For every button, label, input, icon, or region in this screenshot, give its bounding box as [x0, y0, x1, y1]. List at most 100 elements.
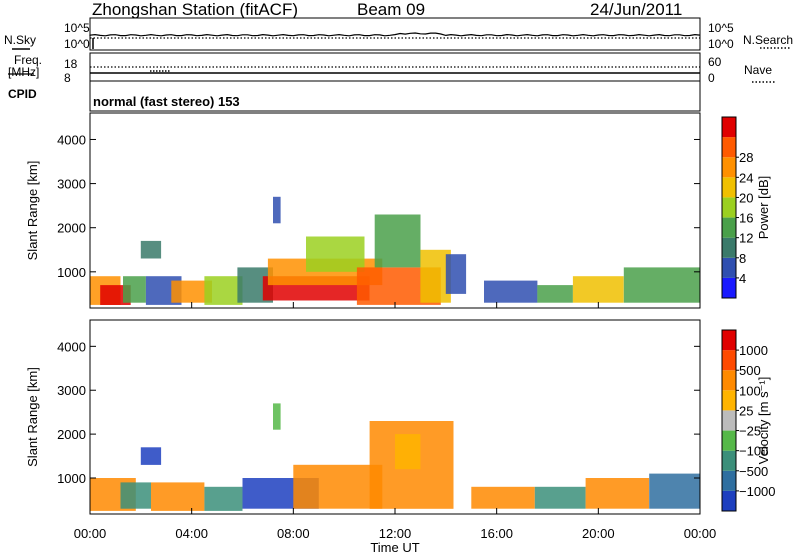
velocity-colorbar-swatch-5: [722, 390, 736, 411]
velocity-colorbar-label-1: 500: [739, 363, 761, 378]
power-ytick-label-3: 4000: [57, 132, 86, 147]
power-data-group: [90, 196, 701, 305]
power-band-11: [306, 236, 365, 272]
power-band-15: [445, 254, 467, 294]
velocity-colorbar-swatch-0: [722, 490, 736, 511]
xtick-label-6: 00:00: [684, 526, 717, 541]
power-colorbar-label-5: 24: [739, 170, 753, 185]
power-band-6: [204, 276, 243, 305]
xtick-label-2: 08:00: [277, 526, 310, 541]
xtick-label-4: 16:00: [480, 526, 513, 541]
power-ytick-label-0: 1000: [57, 265, 86, 280]
power-ylabel: Slant Range [km]: [25, 161, 40, 261]
xtick-label-0: 00:00: [74, 526, 107, 541]
date-label: 24/Jun/2011: [590, 0, 683, 19]
velocity-colorbar-swatch-3: [722, 430, 736, 451]
power-colorbar-frame: [721, 116, 737, 299]
velocity-band-1: [120, 482, 151, 509]
velocity-colorbar-swatch-2: [722, 450, 736, 471]
nsearch-tick-bottom: 10^0: [708, 37, 734, 51]
xtick-label-1: 04:00: [175, 526, 208, 541]
velocity-band-10: [471, 486, 535, 509]
nave-tick-bottom: 0: [708, 71, 715, 85]
power-band-18: [572, 276, 624, 303]
power-colorbar-title: Power [dB]: [756, 176, 771, 240]
velocity-ytick-label-3: 4000: [57, 339, 86, 354]
nsky-tick-bottom: 10^0: [64, 37, 90, 51]
station-title: Zhongshan Station (fitACF): [92, 0, 298, 19]
power-colorbar-swatch-0: [722, 277, 736, 298]
power-colorbar-label-0: 4: [739, 271, 746, 286]
power-ytick-label-2: 3000: [57, 177, 86, 192]
velocity-colorbar-swatch-8: [722, 330, 736, 351]
power-band-3: [140, 240, 162, 259]
velocity-band-13: [649, 473, 700, 509]
power-colorbar-swatch-8: [722, 117, 736, 138]
nave-tick-top: 60: [708, 55, 722, 69]
velocity-ytick-label-1: 2000: [57, 427, 86, 442]
cpid-value: normal (fast stereo) 153: [93, 94, 240, 109]
velocity-colorbar-swatch-4: [722, 410, 736, 431]
power-colorbar-swatch-2: [722, 237, 736, 258]
power-band-16: [484, 280, 538, 303]
velocity-colorbar-title: Velocity [m s⁻¹]: [756, 377, 771, 465]
cpid-strip: [89, 80, 701, 112]
nsky-trace: [89, 32, 701, 37]
power-colorbar-swatch-7: [722, 137, 736, 158]
velocity-colorbar-label-4: −25: [739, 424, 761, 439]
velocity-band-6: [273, 403, 281, 430]
velocity-colorbar-label-5: −100: [739, 444, 768, 459]
nsearch-label: N.Search: [743, 33, 794, 47]
velocity-colorbar-label-7: −1000: [739, 484, 776, 499]
xtick-label-5: 20:00: [582, 526, 615, 541]
freq-unit: [MHz]: [8, 65, 40, 79]
beam-label: Beam 09: [357, 0, 426, 19]
power-band-13: [374, 214, 421, 268]
power-band-17: [537, 285, 573, 303]
velocity-band-3: [151, 482, 205, 511]
velocity-ytick-label-0: 1000: [57, 471, 86, 486]
xtick-label-3: 12:00: [379, 526, 412, 541]
nave-label: Nave: [744, 63, 773, 77]
nsky-strip: [89, 17, 701, 51]
velocity-colorbar-label-3: 25: [739, 403, 753, 418]
power-colorbar-swatch-1: [722, 257, 736, 278]
velocity-band-7: [293, 464, 383, 509]
power-ytick-label-1: 2000: [57, 221, 86, 236]
velocity-colorbar-swatch-7: [722, 350, 736, 371]
power-band-19: [623, 267, 701, 303]
velocity-data-group: [90, 403, 700, 511]
power-band-5: [171, 280, 212, 303]
velocity-band-4: [204, 486, 243, 511]
nsky-label: N.Sky: [4, 33, 37, 47]
velocity-colorbar-frame: [721, 329, 737, 512]
velocity-band-2: [140, 447, 162, 465]
nsky-tick-top: 10^5: [64, 21, 90, 35]
power-colorbar-swatch-4: [722, 197, 736, 218]
power-colorbar-swatch-6: [722, 157, 736, 178]
velocity-colorbar-label-2: 100: [739, 383, 761, 398]
velocity-colorbar-label-0: 1000: [739, 343, 768, 358]
velocity-band-11: [534, 486, 586, 509]
power-colorbar: [722, 117, 736, 298]
velocity-band-12: [585, 478, 650, 509]
power-colorbar-label-2: 12: [739, 231, 753, 246]
nsearch-tick-top: 10^5: [708, 21, 734, 35]
power-band-10: [273, 196, 281, 224]
power-colorbar-swatch-5: [722, 177, 736, 198]
freq-tick-bottom: 8: [64, 71, 71, 85]
velocity-ytick-label-2: 3000: [57, 383, 86, 398]
power-colorbar-swatch-3: [722, 217, 736, 238]
power-colorbar-label-1: 8: [739, 251, 746, 266]
velocity-colorbar-swatch-6: [722, 370, 736, 391]
velocity-colorbar-label-6: −500: [739, 464, 768, 479]
velocity-colorbar-swatch-1: [722, 470, 736, 491]
freq-label: Freq.: [14, 53, 43, 67]
velocity-band-9: [395, 434, 421, 470]
velocity-colorbar: [722, 330, 736, 511]
freq-tick-top: 18: [64, 57, 78, 71]
power-band-2: [123, 276, 146, 303]
power-colorbar-label-6: 28: [739, 150, 753, 165]
